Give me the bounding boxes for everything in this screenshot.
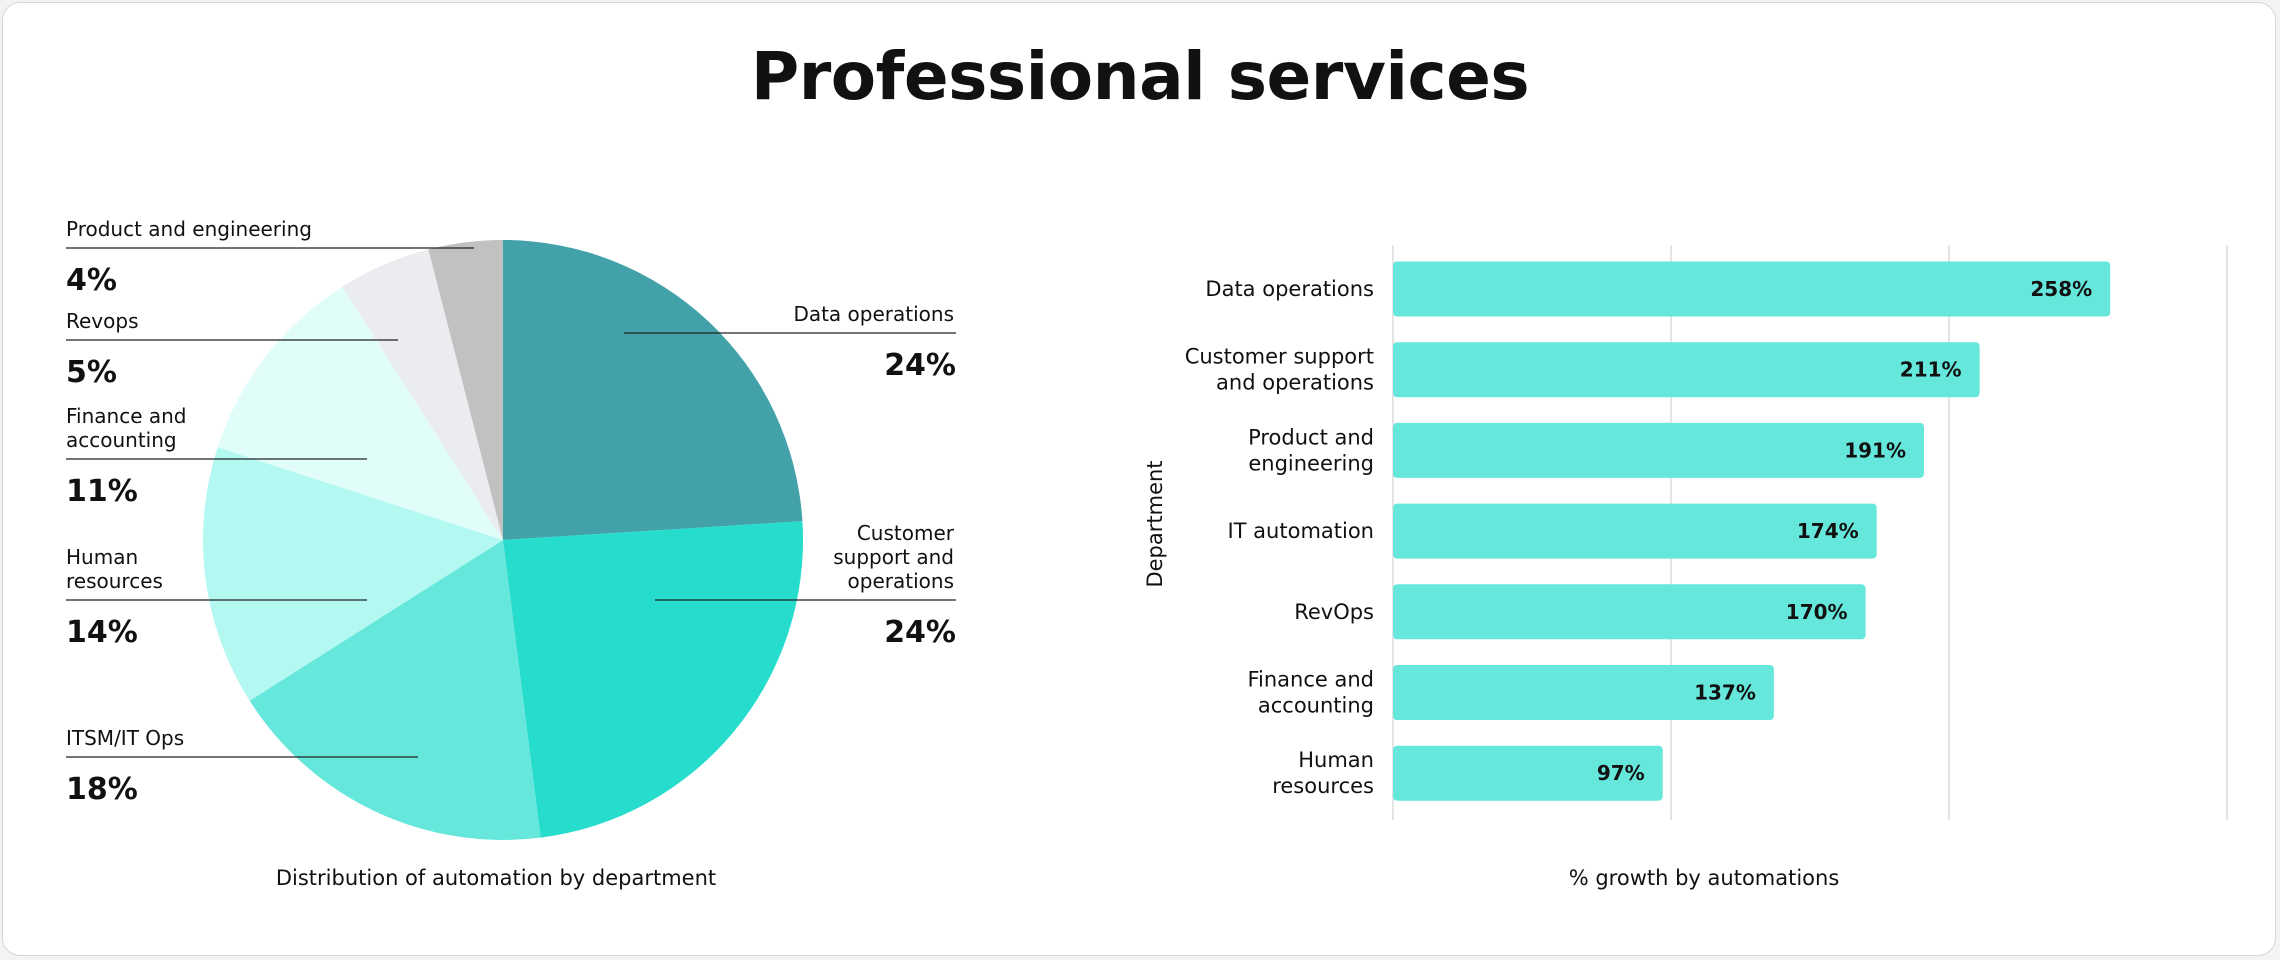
pie-value-label: 5% — [66, 355, 117, 390]
bar-it-automation — [1393, 503, 1877, 559]
pie-label-text: accounting — [66, 428, 177, 452]
bar-category-label: RevOps — [1294, 600, 1374, 624]
bar-finance-and-accounting — [1393, 665, 1774, 720]
bar-value-label: 97% — [1597, 761, 1645, 785]
pie-label-text: Product and engineering — [66, 217, 312, 241]
bar-value-label: 174% — [1797, 519, 1859, 543]
bar-value-label: 137% — [1694, 681, 1756, 705]
bar-xlabel: % growth by automations — [1569, 866, 1840, 890]
pie-slice-finance-and-accounting — [217, 286, 503, 540]
bar-category-label: engineering — [1248, 451, 1374, 475]
pie-label-text: Human — [66, 545, 138, 569]
pie-label-text: Customer — [857, 521, 955, 545]
pie-caption: Distribution of automation by department — [276, 866, 716, 890]
pie-label-data-operations: Data operations 24% — [624, 302, 956, 383]
bar-category-label: IT automation — [1227, 519, 1374, 543]
bar-category-label: and operations — [1216, 371, 1374, 395]
pie-value-label: 11% — [66, 474, 138, 509]
pie-slice-data-operations — [503, 240, 803, 540]
pie-slice-revops — [342, 249, 503, 540]
bar-category-label: Finance and — [1247, 668, 1374, 692]
pie-value-label: 24% — [884, 348, 956, 383]
pie-slice-customer-support-and-operations — [503, 521, 804, 838]
pie-slice-human-resources — [202, 447, 503, 701]
bar-category-label: accounting — [1258, 694, 1374, 718]
pie-value-label: 18% — [66, 772, 138, 807]
pie-label-text: operations — [848, 569, 954, 593]
bar-product-and-engineering — [1393, 422, 1924, 478]
bar-customer-support-and-operations — [1393, 342, 1980, 398]
pie-label-text: Data operations — [793, 302, 954, 326]
bar-data-operations — [1393, 261, 2111, 317]
pie-slice-product-and-engineering — [428, 240, 503, 540]
bar-category-label: Product and — [1248, 425, 1374, 449]
pie-label-revops: Revops 5% — [66, 309, 398, 390]
bar-category-label: Customer support — [1185, 345, 1374, 369]
pie-chart — [202, 240, 804, 840]
bar-category-label: Data operations — [1205, 277, 1374, 301]
bar-ylabel: Department — [1143, 460, 1167, 587]
pie-value-label: 24% — [884, 615, 956, 650]
pie-slice-itsm-it-ops — [249, 540, 541, 840]
bar-value-label: 170% — [1786, 600, 1848, 624]
bar-human-resources — [1393, 745, 1663, 801]
bar-value-label: 211% — [1900, 358, 1962, 382]
pie-value-label: 14% — [66, 615, 138, 650]
bar-category-label: Human — [1298, 748, 1374, 772]
bar-revops — [1393, 584, 1866, 640]
bar-category-label: resources — [1272, 774, 1374, 798]
pie-label-text: Revops — [66, 309, 139, 333]
page-title: Professional services — [750, 38, 1530, 115]
pie-label-product-and-engineering: Product and engineering 4% — [66, 217, 474, 298]
pie-label-text: Finance and — [66, 404, 187, 428]
pie-label-itsm-it-ops: ITSM/IT Ops 18% — [66, 726, 418, 807]
pie-label-text: support and — [833, 545, 954, 569]
bar-value-label: 191% — [1844, 438, 1906, 462]
bar-value-label: 258% — [2030, 277, 2092, 301]
pie-value-label: 4% — [66, 263, 117, 298]
pie-label-text: ITSM/IT Ops — [66, 726, 184, 750]
pie-label-text: resources — [66, 569, 163, 593]
